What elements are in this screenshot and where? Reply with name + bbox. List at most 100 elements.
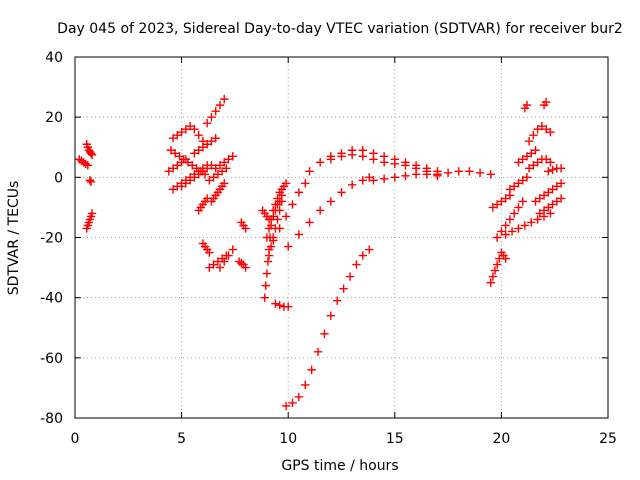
- data-point: [379, 158, 389, 167]
- data-point: [556, 179, 566, 188]
- data-point: [315, 206, 325, 215]
- data-point: [492, 200, 502, 209]
- data-point: [284, 242, 293, 251]
- data-point: [333, 296, 342, 305]
- data-point: [326, 197, 336, 206]
- series-arc-g14: [497, 248, 510, 263]
- data-point: [273, 215, 282, 224]
- data-point: [347, 150, 357, 159]
- data-point: [202, 140, 212, 149]
- data-point: [401, 171, 410, 181]
- data-point: [475, 168, 485, 178]
- data-point: [544, 167, 553, 176]
- y-axis-label: SDTVAR / TECUs: [6, 181, 22, 296]
- data-point: [514, 203, 523, 212]
- data-point: [277, 197, 287, 206]
- data-point: [524, 137, 534, 146]
- data-point: [433, 170, 442, 179]
- data-point: [183, 158, 193, 167]
- data-point: [207, 161, 216, 170]
- series-arc-d1: [269, 179, 310, 245]
- data-point: [527, 149, 536, 158]
- data-point: [465, 167, 474, 176]
- series-arc-d2: [284, 173, 374, 251]
- data-point: [86, 177, 96, 187]
- data-point: [358, 152, 368, 161]
- x-tick-label: 0: [71, 431, 80, 447]
- data-point: [501, 230, 510, 239]
- data-point: [522, 152, 532, 161]
- data-point: [509, 182, 519, 191]
- data-point: [358, 176, 368, 185]
- x-tick-label: 25: [599, 431, 617, 447]
- y-tick-label: 40: [45, 50, 63, 66]
- data-point: [548, 185, 557, 194]
- data-point: [205, 176, 214, 185]
- data-point: [533, 125, 542, 134]
- data-point: [337, 188, 346, 197]
- data-point: [556, 164, 566, 173]
- series-arc-early-3: [82, 209, 97, 233]
- data-point: [514, 179, 523, 188]
- data-point: [552, 197, 562, 206]
- data-point: [365, 173, 374, 182]
- data-point: [281, 179, 291, 188]
- series-arc-a4: [168, 121, 208, 146]
- series-arc-g2: [488, 191, 515, 212]
- y-tick-label: -60: [40, 351, 63, 367]
- series-arc-early-4: [85, 176, 96, 187]
- data-point: [87, 150, 97, 159]
- data-point: [190, 173, 199, 182]
- data-point: [269, 236, 278, 245]
- data-point: [548, 165, 557, 175]
- data-point: [509, 209, 519, 218]
- tick-labels: 0 5 10 15 20 25 -80 -60 -40 -20 0 20 40: [40, 50, 617, 447]
- series-arc-b4: [234, 257, 250, 272]
- data-point: [202, 118, 212, 128]
- chart-title: Day 045 of 2023, Sidereal Day-to-day VTE…: [57, 21, 623, 37]
- data-point: [315, 158, 325, 167]
- data-point: [488, 203, 498, 212]
- data-point: [260, 293, 269, 302]
- data-point: [264, 215, 274, 224]
- data-point: [185, 176, 195, 185]
- data-point: [544, 203, 553, 212]
- data-point: [518, 176, 527, 185]
- data-point: [533, 158, 542, 167]
- data-point: [313, 347, 323, 357]
- y-tick-label: 20: [45, 110, 63, 126]
- data-point: [198, 167, 208, 176]
- data-point: [275, 224, 284, 233]
- data-point: [213, 170, 223, 179]
- data-point: [177, 128, 186, 137]
- series-arc-a6: [190, 134, 220, 158]
- x-tick-label: 10: [279, 431, 297, 447]
- series-arc-g8: [524, 155, 555, 173]
- data-point: [294, 188, 304, 197]
- series-arc-early-1: [75, 155, 92, 170]
- data-point: [86, 149, 96, 158]
- series-arc-g4: [501, 209, 555, 239]
- y-tick-label: -80: [40, 411, 63, 427]
- grid-lines: [75, 57, 608, 418]
- data-point: [262, 269, 272, 278]
- series-arc-b1: [198, 239, 214, 257]
- data-point: [85, 176, 95, 185]
- data-point: [527, 218, 536, 227]
- series-arc-g10: [535, 194, 566, 218]
- data-point: [194, 146, 203, 155]
- data-point: [281, 212, 291, 221]
- x-tick-label: 5: [177, 431, 186, 447]
- data-point: [422, 170, 431, 179]
- series-arc-c5: [271, 299, 293, 311]
- data-point: [263, 257, 273, 266]
- data-point: [337, 152, 346, 161]
- data-point: [520, 221, 530, 230]
- data-point: [207, 137, 216, 146]
- data-point: [188, 161, 197, 170]
- data-point: [339, 284, 348, 293]
- data-point: [486, 170, 495, 179]
- data-point: [345, 272, 355, 281]
- data-point: [539, 206, 549, 215]
